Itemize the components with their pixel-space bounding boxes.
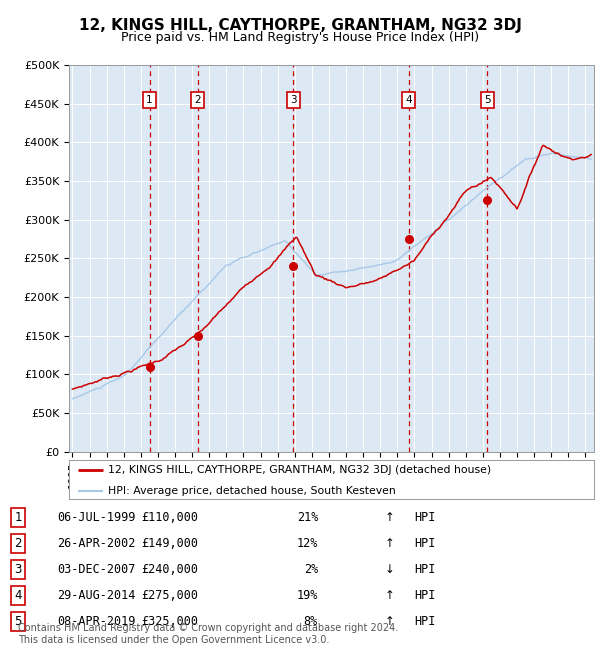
Text: 21%: 21% (296, 511, 318, 524)
Text: £325,000: £325,000 (141, 615, 198, 628)
Text: 26-APR-2002: 26-APR-2002 (57, 537, 136, 550)
Text: 03-DEC-2007: 03-DEC-2007 (57, 563, 136, 576)
Text: 3: 3 (14, 563, 22, 576)
Text: 2: 2 (14, 537, 22, 550)
Text: 3: 3 (290, 95, 296, 105)
Text: HPI: HPI (414, 537, 436, 550)
Text: 8%: 8% (304, 615, 318, 628)
Text: 5: 5 (484, 95, 491, 105)
Text: 2%: 2% (304, 563, 318, 576)
Text: ↑: ↑ (385, 589, 395, 602)
Text: 2: 2 (194, 95, 201, 105)
Text: 1: 1 (14, 511, 22, 524)
Text: 19%: 19% (296, 589, 318, 602)
Text: HPI: HPI (414, 615, 436, 628)
Text: £240,000: £240,000 (141, 563, 198, 576)
Text: 06-JUL-1999: 06-JUL-1999 (57, 511, 136, 524)
Text: 12%: 12% (296, 537, 318, 550)
Text: ↑: ↑ (385, 615, 395, 628)
Text: 12, KINGS HILL, CAYTHORPE, GRANTHAM, NG32 3DJ: 12, KINGS HILL, CAYTHORPE, GRANTHAM, NG3… (79, 18, 521, 33)
Text: Contains HM Land Registry data © Crown copyright and database right 2024.
This d: Contains HM Land Registry data © Crown c… (18, 623, 398, 645)
Text: £149,000: £149,000 (141, 537, 198, 550)
Text: HPI: HPI (414, 563, 436, 576)
Text: £110,000: £110,000 (141, 511, 198, 524)
Text: 29-AUG-2014: 29-AUG-2014 (57, 589, 136, 602)
Text: 12, KINGS HILL, CAYTHORPE, GRANTHAM, NG32 3DJ (detached house): 12, KINGS HILL, CAYTHORPE, GRANTHAM, NG3… (109, 465, 491, 475)
Text: £275,000: £275,000 (141, 589, 198, 602)
Text: HPI: Average price, detached house, South Kesteven: HPI: Average price, detached house, Sout… (109, 486, 396, 495)
Text: 08-APR-2019: 08-APR-2019 (57, 615, 136, 628)
Text: 1: 1 (146, 95, 153, 105)
Text: HPI: HPI (414, 589, 436, 602)
Text: ↓: ↓ (385, 563, 395, 576)
Text: HPI: HPI (414, 511, 436, 524)
Text: Price paid vs. HM Land Registry's House Price Index (HPI): Price paid vs. HM Land Registry's House … (121, 31, 479, 44)
Text: 5: 5 (14, 615, 22, 628)
Text: ↑: ↑ (385, 511, 395, 524)
Text: 4: 4 (14, 589, 22, 602)
Text: ↑: ↑ (385, 537, 395, 550)
Text: 4: 4 (406, 95, 412, 105)
